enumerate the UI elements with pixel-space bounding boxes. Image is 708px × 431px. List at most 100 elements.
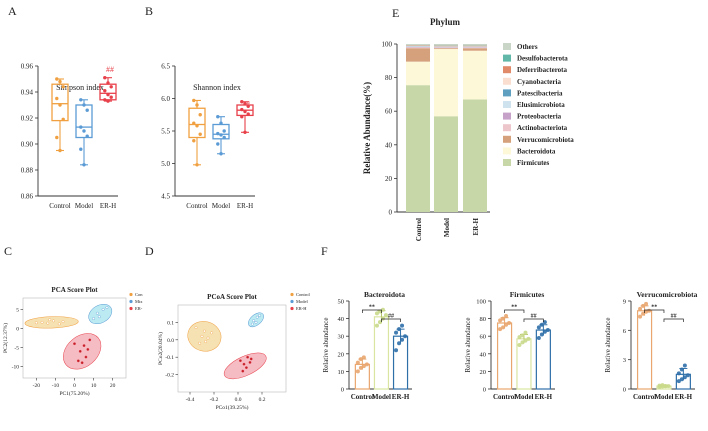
chart-F1-data-point (361, 364, 366, 369)
chart-F2-xtick-label: ER-H (535, 393, 553, 401)
chart-E-legend-swatch (503, 66, 511, 74)
chart-F2-data-point (498, 327, 503, 332)
chart-F2-ytick-label: 20 (480, 369, 487, 376)
chart-C-data-point (105, 306, 109, 309)
chart-A-title: Simpson index (56, 83, 104, 92)
chart-F2-data-point (536, 335, 541, 340)
chart-A-ytick-label: 0.96 (21, 63, 34, 71)
chart-A-ytick-label: 0.92 (21, 115, 34, 123)
chart-F3-data-point (644, 301, 649, 306)
chart-F1-xtick-label: ER-H (392, 393, 410, 401)
chart-A-data-point (106, 92, 110, 97)
chart-C-title: PCA Score Plot (51, 286, 98, 294)
chart-F2-sig-bracket (523, 318, 544, 322)
chart-E-title: Phylum (430, 17, 461, 27)
chart-D-data-point (258, 314, 261, 317)
chart-A-ytick-label: 0.94 (21, 89, 34, 97)
chart-C-xtick-label: 20 (110, 383, 116, 389)
chart-C-legend-marker (129, 306, 133, 311)
chart-E-legend-swatch (503, 89, 511, 97)
chart-F1-sig-label: ** (369, 305, 375, 311)
chart-F1-data-point (394, 330, 399, 335)
chart-F1-data-point (361, 355, 366, 360)
chart-E-legend-swatch (503, 159, 511, 166)
chart-F2-data-point (526, 336, 531, 341)
chart-B-data-point (216, 115, 220, 119)
chart-E-bar-segment (406, 48, 430, 62)
chart-F2-data-point (517, 343, 522, 347)
chart-F1-data-point (358, 365, 363, 370)
chart-F1-data-point (400, 323, 405, 328)
chart-B-data-point (198, 113, 202, 117)
chart-F1-sig-bracket (381, 318, 401, 322)
chart-F1-data-point (397, 327, 402, 332)
chart-E-panel-label: E (392, 6, 399, 20)
chart-F2-data-point (507, 321, 512, 325)
chart-F1-data-point (374, 323, 379, 328)
chart-A-data-point (55, 96, 59, 101)
chart-E-legend-swatch (503, 112, 511, 120)
chart-D-ellipse (248, 312, 264, 328)
chart-B-ytick-label: 5.5 (161, 128, 170, 136)
chart-F3-sig-label: ** (651, 305, 657, 311)
chart-D-ellipse (187, 321, 222, 352)
chart-C-legend-marker (129, 292, 133, 297)
chart-D-data-point (255, 315, 259, 319)
chart-C-data-point (57, 322, 61, 326)
chart-F1-data-point (380, 316, 385, 321)
chart-E-bar-segment (463, 47, 487, 49)
chart-D-legend-label: Model (296, 299, 308, 304)
chart-C-data-point (80, 361, 84, 365)
chart-F3-sig-bracket (644, 309, 665, 313)
chart-B-data-point (243, 109, 247, 114)
chart-F1-title: Bacteroidota (364, 290, 405, 299)
chart-F1-data-point (377, 320, 382, 325)
chart-F1-ytick-label: 50 (338, 299, 345, 306)
chart-F1-xtick-label: Model (372, 393, 391, 401)
chart-D-data-point (238, 359, 242, 363)
chart-F2-sig-label: ## (531, 314, 537, 320)
chart-E-bar-segment (434, 46, 458, 47)
chart-C-data-point (48, 318, 52, 322)
chart-F2-data-point (545, 328, 550, 333)
chart-D-legend-marker (290, 299, 294, 304)
chart-A-data-point (103, 76, 107, 80)
chart-F3-sig-label: ## (671, 314, 677, 320)
chart-F1-xtick-label: Control (351, 393, 374, 401)
chart-F3-ytick-label: 0 (623, 387, 626, 394)
chart-A-data-point (79, 147, 83, 151)
chart-D-legend-label: Control (296, 292, 311, 297)
chart-D-plot-border (177, 304, 287, 393)
chart-F2-data-point (504, 313, 509, 318)
chart-F2-title: Firmicutes (510, 290, 545, 299)
chart-E-bar-segment (463, 47, 487, 48)
chart-B-data-point (219, 133, 223, 137)
chart-A-data-point (85, 134, 89, 138)
chart-C-legend-label: ER- (135, 306, 143, 311)
chart-B-ytick-label: 5.0 (161, 160, 170, 168)
chart-E-bar-segment (434, 44, 458, 46)
chart-D-data-point (252, 319, 256, 323)
chart-E-legend-label: Cyanobacteria (517, 78, 561, 86)
chart-F1-data-point (377, 309, 382, 314)
chart-E-bar-segment (434, 49, 458, 117)
chart-E-legend-label: Elusimicrobiota (517, 101, 565, 109)
chart-F2-bar (496, 322, 513, 390)
chart-D-ytick-label: -0.2 (165, 373, 174, 379)
chart-C-data-point (61, 320, 65, 324)
chart-F3-data-point (660, 383, 665, 388)
chart-B-data-point (219, 121, 223, 125)
chart-F2-ytick-label: 40 (480, 351, 487, 358)
chart-D-xlabel: PCo1(39.25%) (216, 404, 249, 411)
chart-C-data-point (82, 344, 86, 348)
chart-D-panel-label: D (145, 244, 154, 258)
chart-B-ytick-label: 6.5 (161, 63, 170, 71)
chart-A-data-point (106, 81, 110, 85)
chart-F2-ylabel: Relative abundance (464, 317, 472, 372)
chart-F3-data-point (679, 377, 684, 382)
chart-B-title: Shannon index (193, 83, 241, 92)
chart-E-legend-swatch (503, 124, 511, 132)
chart-F1-data-point (403, 334, 408, 339)
chart-F3-data-point (676, 379, 681, 384)
chart-F1-ytick-label: 20 (338, 351, 345, 358)
